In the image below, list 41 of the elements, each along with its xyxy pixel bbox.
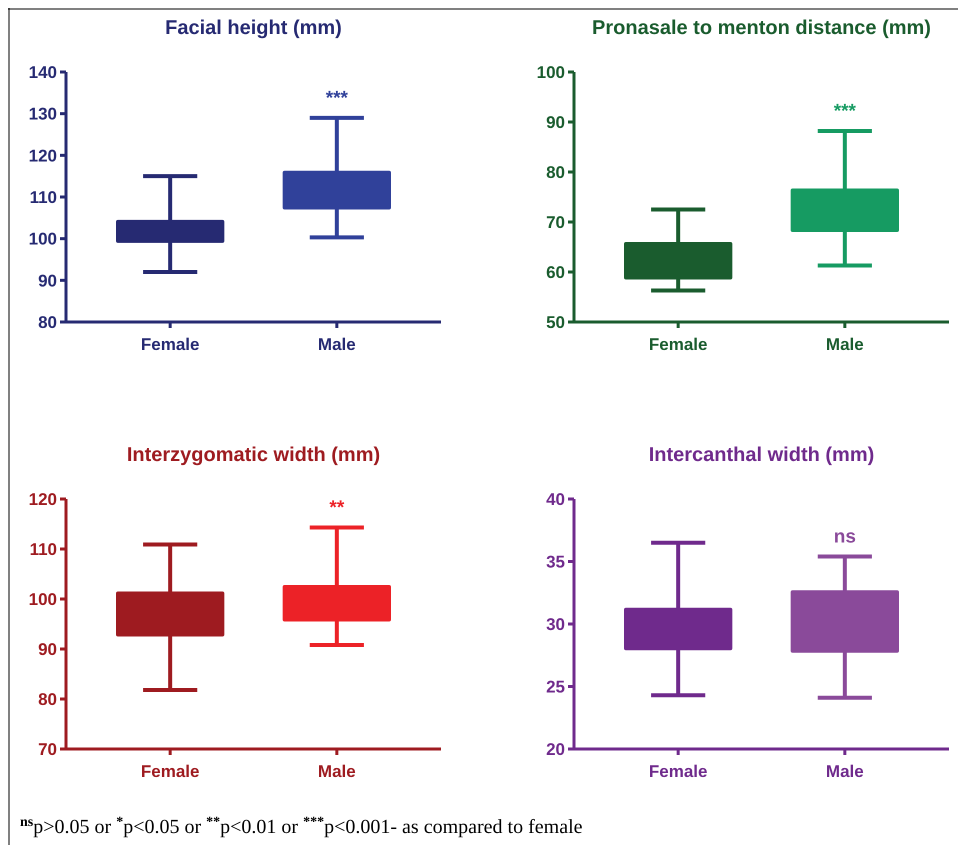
y-tick-label: 70	[546, 212, 565, 232]
x-tick-label: Male	[318, 762, 356, 781]
x-tick-label: Female	[648, 762, 708, 781]
y-tick-label: 100	[536, 62, 565, 82]
annotation: **	[329, 498, 345, 518]
chart-title: Intercanthal width (mm)	[648, 444, 874, 466]
y-tick-label: 50	[546, 312, 565, 332]
x-tick-label: Male	[318, 335, 356, 354]
y-tick-label: 30	[546, 614, 565, 634]
y-tick-label: 60	[546, 262, 565, 282]
x-tick-label: Male	[826, 762, 864, 781]
y-tick-label: 120	[28, 146, 57, 166]
chart-title: Interzygomatic width (mm)	[126, 444, 380, 466]
chart-title: Pronasale to menton distance (mm)	[592, 17, 931, 39]
x-tick-label: Female	[140, 335, 200, 354]
y-tick-label: 25	[546, 677, 565, 696]
y-tick-label: 90	[38, 640, 57, 659]
annotation: ***	[834, 101, 857, 122]
chart-title: Facial height (mm)	[165, 17, 342, 39]
y-tick-label: 70	[38, 740, 57, 759]
y-tick-label: 40	[546, 490, 565, 509]
y-tick-label: 80	[38, 690, 57, 709]
text: $^{ns}$p>0.05 or $^{*}$p<0.05 or $^{**}$p<0.01 or $^{***}$p<0.001- as compared to female	[20, 814, 583, 838]
y-tick-label: 90	[38, 271, 57, 290]
y-tick-label: 80	[546, 162, 565, 182]
y-tick-label: 100	[28, 230, 57, 249]
y-tick-label: 90	[546, 112, 565, 132]
y-tick-label: 120	[28, 490, 57, 509]
y-tick-label: 110	[30, 540, 57, 559]
x-tick-label: Female	[140, 762, 200, 781]
x-tick-label: Female	[648, 335, 708, 354]
y-tick-label: 140	[28, 62, 57, 82]
y-tick-label: 20	[546, 740, 565, 759]
y-tick-label: 130	[28, 104, 57, 124]
y-tick-label: 100	[28, 590, 57, 609]
y-tick-label: 110	[30, 188, 57, 207]
y-tick-label: 35	[546, 552, 565, 572]
y-tick-label: 80	[38, 312, 57, 332]
annotation: ***	[326, 88, 349, 109]
x-tick-label: Male	[826, 335, 864, 354]
annotation: ns	[834, 526, 856, 548]
